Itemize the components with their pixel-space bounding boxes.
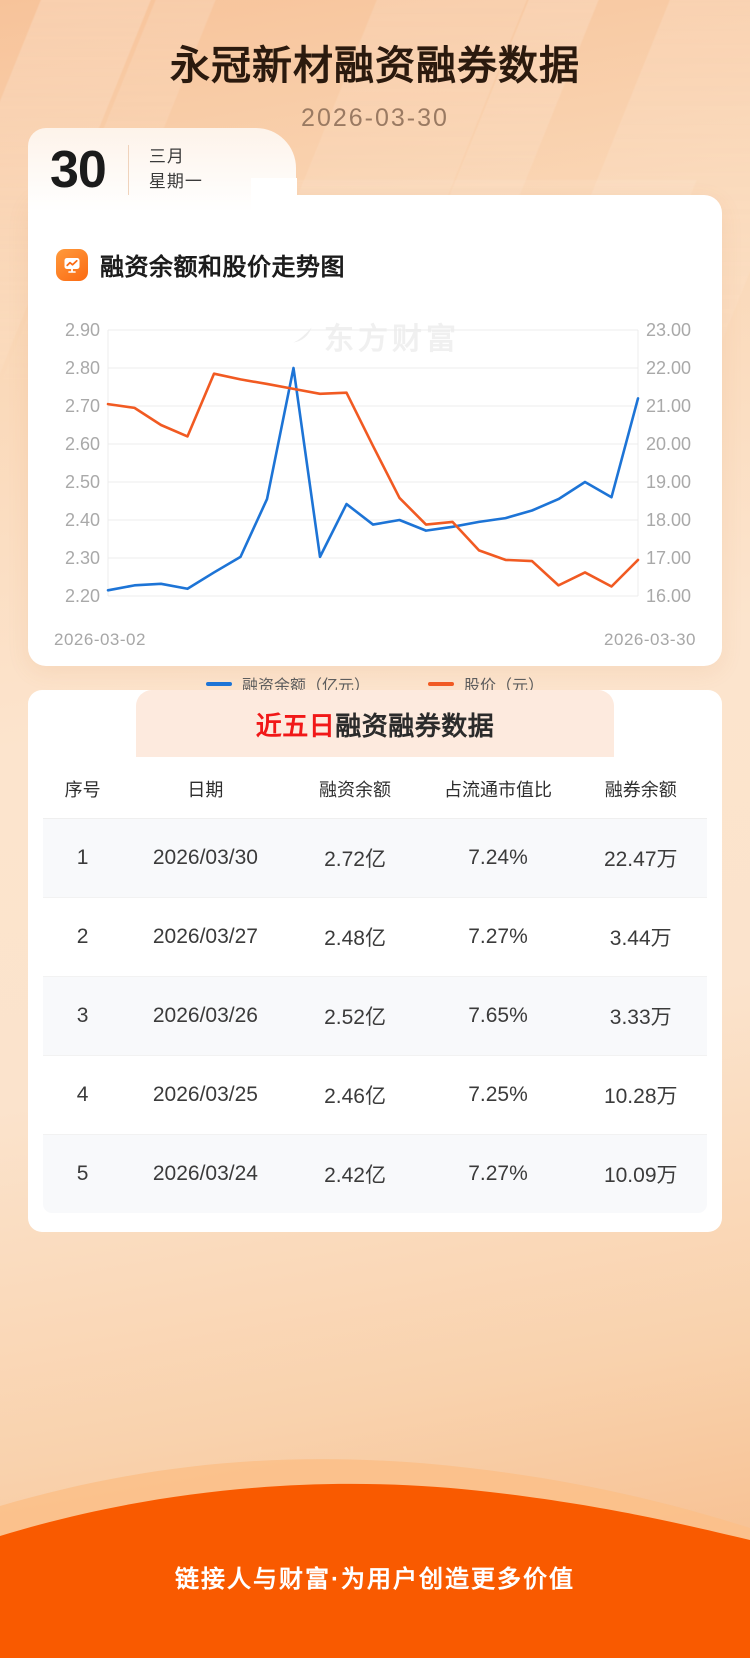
finance-line-chart: 2.20 16.00 2.30 17.00 2.40 18.00 2.50 19.00 2.60… — [65, 320, 691, 606]
svg-text:2.40: 2.40 — [65, 510, 100, 530]
cell-date: 2026/03/30 — [122, 818, 289, 898]
chart-title: 融资余额和股价走势图 — [100, 254, 345, 281]
cell-ratio: 7.24% — [421, 818, 575, 898]
x-axis-start-label: 2026-03-02 — [54, 630, 146, 649]
date-divider — [127, 145, 129, 195]
cell-index: 1 — [43, 818, 123, 898]
cell-index: 2 — [43, 897, 123, 977]
legend-swatch-balance — [205, 682, 232, 686]
table-title: 近五日融资融券数据 — [136, 690, 614, 757]
svg-text:2.90: 2.90 — [65, 320, 100, 340]
cell-balance: 2.48亿 — [288, 897, 422, 977]
column-header-index: 序号 — [43, 758, 123, 819]
chart-watermark-text: 东方财富 — [324, 323, 460, 356]
cell-short-balance: 10.09万 — [603, 1164, 678, 1187]
svg-text:2.50: 2.50 — [65, 472, 100, 492]
cell-balance: 2.52亿 — [288, 976, 422, 1056]
cell-short-balance: 22.47万 — [574, 818, 707, 898]
table-row: 2 2026/03/27 2.48亿 7.27% 3.44万 — [43, 897, 707, 977]
cell-balance: 2.42亿 — [324, 1164, 386, 1187]
date-month: 三月 — [148, 147, 185, 167]
chart-plot-area: 东方财富 2.20 16.00 2.30 17.00 2.40 18.00 2.50 19.0… — [50, 308, 700, 695]
chart-block: 融资余额和股价走势图 东方财富 2.20 16.00 2.30 17.00 2.40 18… — [28, 195, 722, 695]
column-header-balance: 融资余额 — [288, 758, 422, 819]
cell-ratio: 7.27% — [421, 897, 575, 977]
date-tab: 30 三月 星期一 — [28, 128, 297, 212]
svg-text:2.80: 2.80 — [65, 358, 100, 378]
table-row: 1 2026/03/30 2.72亿 7.24% 22.47万 — [43, 818, 707, 898]
page-footer: 链接人与财富·为用户创造更多价值 — [0, 1444, 750, 1658]
cell-index: 3 — [43, 976, 123, 1056]
cell-index: 4 — [43, 1055, 123, 1135]
cell-ratio: 7.65% — [421, 976, 575, 1056]
svg-text:21.00: 21.00 — [646, 396, 691, 416]
svg-text:22.00: 22.00 — [646, 358, 691, 378]
page-subtitle-date: 2026-03-30 — [301, 104, 449, 132]
cell-short-balance: 3.44万 — [574, 897, 707, 977]
svg-text:2.60: 2.60 — [65, 434, 100, 454]
margin-trading-table: 序号 日期 融资余额 占流通市值比 融券余额 1 2026/03/30 2.72亿 7… — [42, 757, 708, 1214]
column-header-ratio: 占流通市值比 — [421, 758, 575, 819]
cell-date: 2026/03/27 — [122, 897, 289, 977]
table-header-row: 序号 日期 融资余额 占流通市值比 融券余额 — [43, 758, 707, 819]
svg-text:19.00: 19.00 — [646, 472, 691, 492]
x-axis-end-label: 2026-03-30 — [604, 630, 696, 649]
svg-text:20.00: 20.00 — [646, 434, 691, 454]
legend-swatch-price — [428, 682, 454, 686]
cell-balance: 2.46亿 — [288, 1055, 422, 1135]
cell-short-balance: 10.28万 — [574, 1055, 707, 1135]
cell-ratio: 7.25% — [421, 1055, 575, 1135]
page-title: 永冠新材融资融券数据 — [170, 44, 580, 88]
date-weekday: 星期一 — [148, 172, 203, 191]
column-header-short-balance: 融券余额 — [574, 758, 707, 819]
page-header: 永冠新材融资融券数据 2026-03-30 — [0, 0, 750, 133]
cell-ratio: 7.27% — [468, 1162, 528, 1185]
svg-text:16.00: 16.00 — [646, 586, 691, 606]
stock-monitor-icon — [56, 248, 88, 281]
svg-text:18.00: 18.00 — [646, 510, 691, 530]
table-title-rest: 融资融券数据 — [335, 711, 495, 741]
chart-watermark: 东方财富 — [290, 314, 460, 358]
footer-slogan: 链接人与财富·为用户创造更多价值 — [175, 1566, 575, 1593]
svg-text:23.00: 23.00 — [646, 320, 691, 340]
cell-date: 2026/03/26 — [122, 976, 289, 1056]
cell-balance: 2.72亿 — [288, 818, 422, 898]
chart-header: 融资余额和股价走势图 — [50, 247, 700, 282]
cell-short-balance: 3.33万 — [574, 976, 707, 1056]
table-row: 3 2026/03/26 2.52亿 7.65% 3.33万 — [43, 976, 707, 1056]
cell-index: 5 — [76, 1162, 89, 1185]
chart-card: 30 三月 星期一 融资余额和股价走势图 东方财 — [28, 128, 722, 695]
footer-wave-decoration — [0, 1459, 750, 1658]
table-row: 5 2026/03/24 2.42亿 7.27% 10.09万 — [43, 1134, 707, 1213]
date-day: 30 — [50, 141, 107, 199]
cell-date: 2026/03/24 — [152, 1162, 258, 1185]
column-header-date: 日期 — [122, 758, 289, 819]
cell-date: 2026/03/25 — [122, 1055, 289, 1135]
table-title-highlight: 近五日 — [255, 711, 336, 741]
svg-text:2.30: 2.30 — [65, 548, 100, 568]
svg-text:2.20: 2.20 — [65, 586, 100, 606]
svg-text:2.70: 2.70 — [65, 396, 100, 416]
table-row: 4 2026/03/25 2.46亿 7.25% 10.28万 — [43, 1055, 707, 1135]
chart-x-axis-labels: 2026-03-02 2026-03-30 — [50, 626, 700, 650]
svg-text:17.00: 17.00 — [646, 548, 691, 568]
